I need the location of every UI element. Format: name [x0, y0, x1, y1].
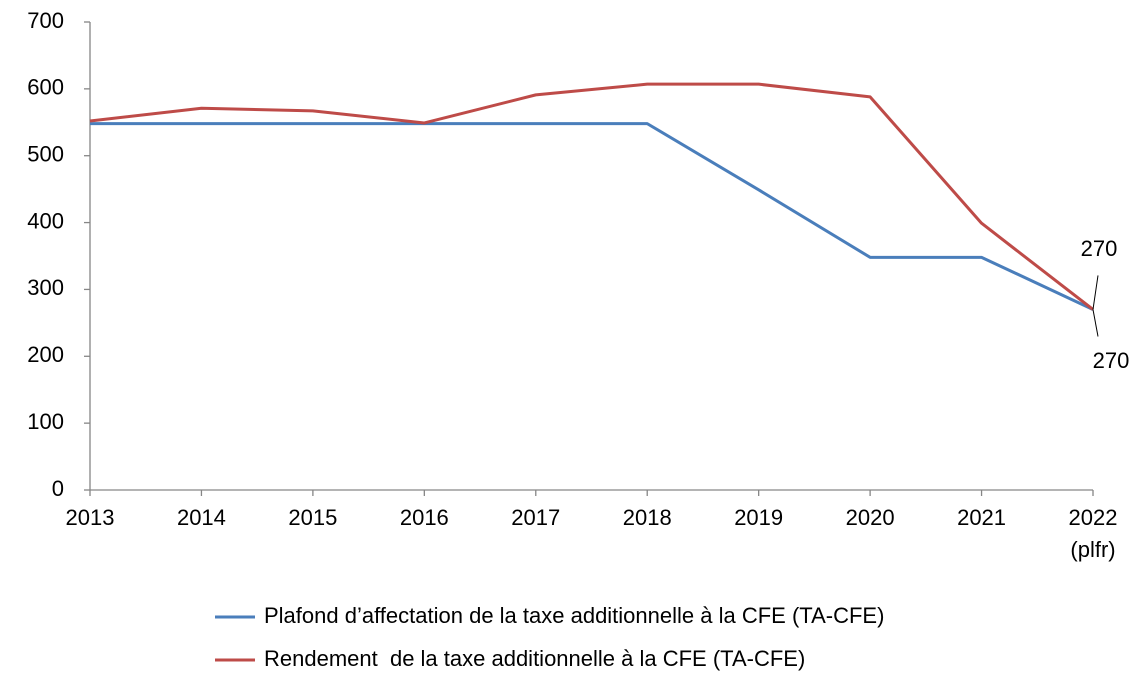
y-tick-label: 0	[52, 476, 64, 501]
x-tick-label: 2014	[177, 505, 226, 530]
leader-line	[1092, 275, 1099, 310]
legend-label: Plafond d’affectation de la taxe additio…	[264, 603, 884, 628]
x-tick-label: 2022 (plfr)	[1069, 505, 1118, 562]
x-tick-label: 2018	[623, 505, 672, 530]
x-tick-label: 2019	[734, 505, 783, 530]
series-line	[90, 122, 1094, 311]
x-tick-label: 2015	[288, 505, 337, 530]
y-tick-label: 700	[27, 8, 64, 33]
x-tick-label: 2021	[957, 505, 1006, 530]
y-tick-label: 200	[27, 342, 64, 367]
x-tick-label: 2017	[511, 505, 560, 530]
series-line	[89, 82, 1094, 311]
x-tick-label: 2013	[66, 505, 115, 530]
data-label: 270	[1093, 348, 1130, 373]
x-tick-label: 2016	[400, 505, 449, 530]
y-tick-label: 400	[27, 208, 64, 233]
x-tick-label: 2020	[846, 505, 895, 530]
y-tick-label: 600	[27, 75, 64, 100]
y-tick-label: 500	[27, 142, 64, 167]
leader-line	[1092, 309, 1099, 337]
legend-label: Rendement de la taxe additionnelle à la …	[264, 646, 805, 671]
y-tick-label: 300	[27, 275, 64, 300]
data-label: 270	[1081, 236, 1118, 261]
y-tick-label: 100	[27, 409, 64, 434]
